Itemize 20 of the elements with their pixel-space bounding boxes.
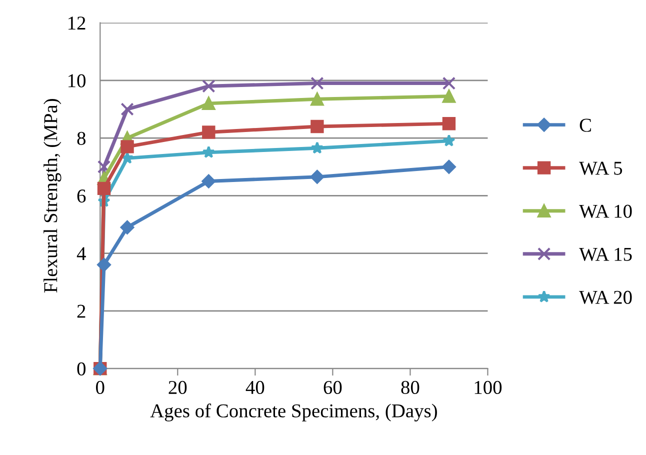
y-tick-label: 0 <box>77 362 86 376</box>
y-tick-label: 12 <box>68 16 86 30</box>
y-tick-label: 10 <box>68 74 86 88</box>
x-axis-title: Ages of Concrete Specimens, (Days) <box>150 404 437 422</box>
y-tick-label: 6 <box>77 190 86 203</box>
x-tick-label: 80 <box>401 380 420 394</box>
y-axis-title: Flexural Strength, (MPa) <box>44 99 62 293</box>
y-tick-label: 2 <box>77 304 86 318</box>
x-tick-label: 100 <box>474 380 502 394</box>
x-tick-label: 0 <box>96 380 104 394</box>
legend-label: WA 15 <box>579 248 632 261</box>
legend-label: WA 20 <box>579 290 632 304</box>
x-tick-label: 40 <box>246 380 264 394</box>
legend-label: WA 10 <box>579 204 632 218</box>
y-tick-label: 8 <box>77 132 86 145</box>
legend-label: C <box>580 118 591 132</box>
x-tick-label: 20 <box>168 380 187 394</box>
legend-label: WA 5 <box>579 162 622 175</box>
x-tick-label: 60 <box>324 380 342 394</box>
y-tick-label: 4 <box>76 247 86 260</box>
